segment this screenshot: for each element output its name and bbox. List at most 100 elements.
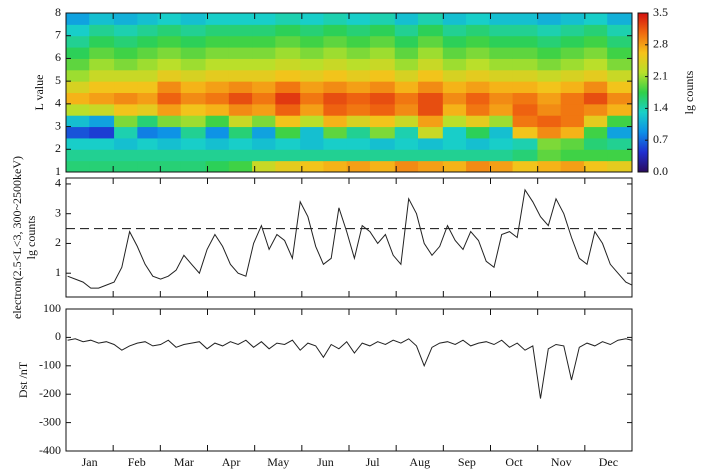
heat-cell [157, 13, 182, 25]
colorbar-tick-label: 3.5 [653, 5, 668, 19]
heat-cell [228, 69, 253, 82]
heat-cell [252, 103, 276, 116]
heat-cell [300, 115, 324, 128]
heat-cell [157, 137, 182, 150]
heat-cell [275, 149, 301, 162]
heat-cell [560, 126, 585, 139]
heat-cell [560, 115, 585, 128]
heat-cell [180, 69, 207, 82]
heat-cell [300, 137, 324, 150]
heat-cell [560, 103, 585, 116]
heat-cell [537, 58, 562, 71]
heat-cell [583, 160, 608, 173]
heat-cell [489, 58, 514, 71]
heat-cell [180, 13, 207, 25]
heat-cell [228, 58, 253, 71]
heat-cell [180, 81, 207, 93]
heat-cell [537, 24, 562, 37]
heat-cell [394, 92, 419, 105]
heat-cell [346, 13, 371, 25]
heat-cell [137, 13, 158, 25]
heat-cell [300, 126, 324, 139]
y-tick-label: 3 [55, 118, 61, 132]
heat-cell [583, 103, 608, 116]
heat-cell [537, 137, 562, 150]
heat-cell [180, 137, 207, 150]
heat-cell [512, 24, 538, 37]
heat-cell [114, 115, 138, 128]
heat-cell [180, 103, 207, 116]
y-tick-label: 0 [55, 329, 61, 343]
colorbar-tick-label: 0.7 [653, 132, 668, 146]
heat-cell [180, 160, 207, 173]
heat-cell [114, 81, 138, 93]
heat-cell [583, 92, 608, 105]
heat-cell [537, 47, 562, 59]
heat-cell [369, 47, 396, 59]
heat-cell [369, 160, 396, 173]
heat-cell [489, 24, 514, 37]
heat-cell [275, 35, 301, 48]
heat-cell [66, 126, 90, 139]
heat-cell [252, 58, 276, 71]
heat-cell [369, 103, 396, 116]
heat-cell [66, 137, 90, 150]
heat-cell [583, 24, 608, 37]
heat-cell [466, 103, 490, 116]
heat-cell [369, 137, 396, 150]
heat-cell [442, 137, 467, 150]
heat-cell [137, 92, 158, 105]
x-tick-label: Mar [174, 455, 194, 469]
heat-cell [205, 13, 230, 25]
heat-cell [369, 35, 396, 48]
heat-cell [537, 115, 562, 128]
x-tick-label: Oct [505, 455, 523, 469]
heat-cell [323, 137, 348, 150]
heat-cell [157, 149, 182, 162]
heat-cell [157, 35, 182, 48]
colorbar [637, 12, 649, 173]
heat-cell [560, 69, 585, 82]
heat-cell [114, 47, 138, 59]
plot-frame [65, 177, 633, 298]
y-tick-label: -100 [39, 358, 61, 372]
heat-cell [560, 92, 585, 105]
y-tick-label: 5 [55, 73, 61, 87]
y-tick-label: 7 [55, 27, 61, 41]
heat-cell [323, 13, 348, 25]
plot-frame [65, 308, 633, 452]
heat-cell [394, 115, 419, 128]
heat-cell [466, 149, 490, 162]
heat-cell [180, 92, 207, 105]
heat-cell [323, 47, 348, 59]
heat-cell [323, 24, 348, 37]
heat-cell [418, 137, 444, 150]
heat-cell [252, 115, 276, 128]
heat-cell [607, 149, 633, 162]
heat-cell [66, 103, 90, 116]
heat-cell [418, 24, 444, 37]
heat-cell [66, 81, 90, 93]
heat-cell [418, 149, 444, 162]
heat-cell [394, 13, 419, 25]
heat-cell [228, 13, 253, 25]
heat-cell [537, 160, 562, 173]
heat-cell [228, 47, 253, 59]
heat-cell [583, 149, 608, 162]
heat-cell [560, 160, 585, 173]
heat-cell [66, 92, 90, 105]
heat-cell [418, 58, 444, 71]
heat-cell [228, 81, 253, 93]
heat-cell [537, 149, 562, 162]
heat-cell [346, 69, 371, 82]
heat-cell [252, 24, 276, 37]
heat-cell [157, 160, 182, 173]
heat-cell [89, 137, 115, 150]
heat-cell [418, 69, 444, 82]
heat-cell [300, 81, 324, 93]
heat-cell [323, 115, 348, 128]
heat-cell [323, 103, 348, 116]
heat-cell [300, 47, 324, 59]
heat-cell [442, 13, 467, 25]
heat-cell [275, 69, 301, 82]
